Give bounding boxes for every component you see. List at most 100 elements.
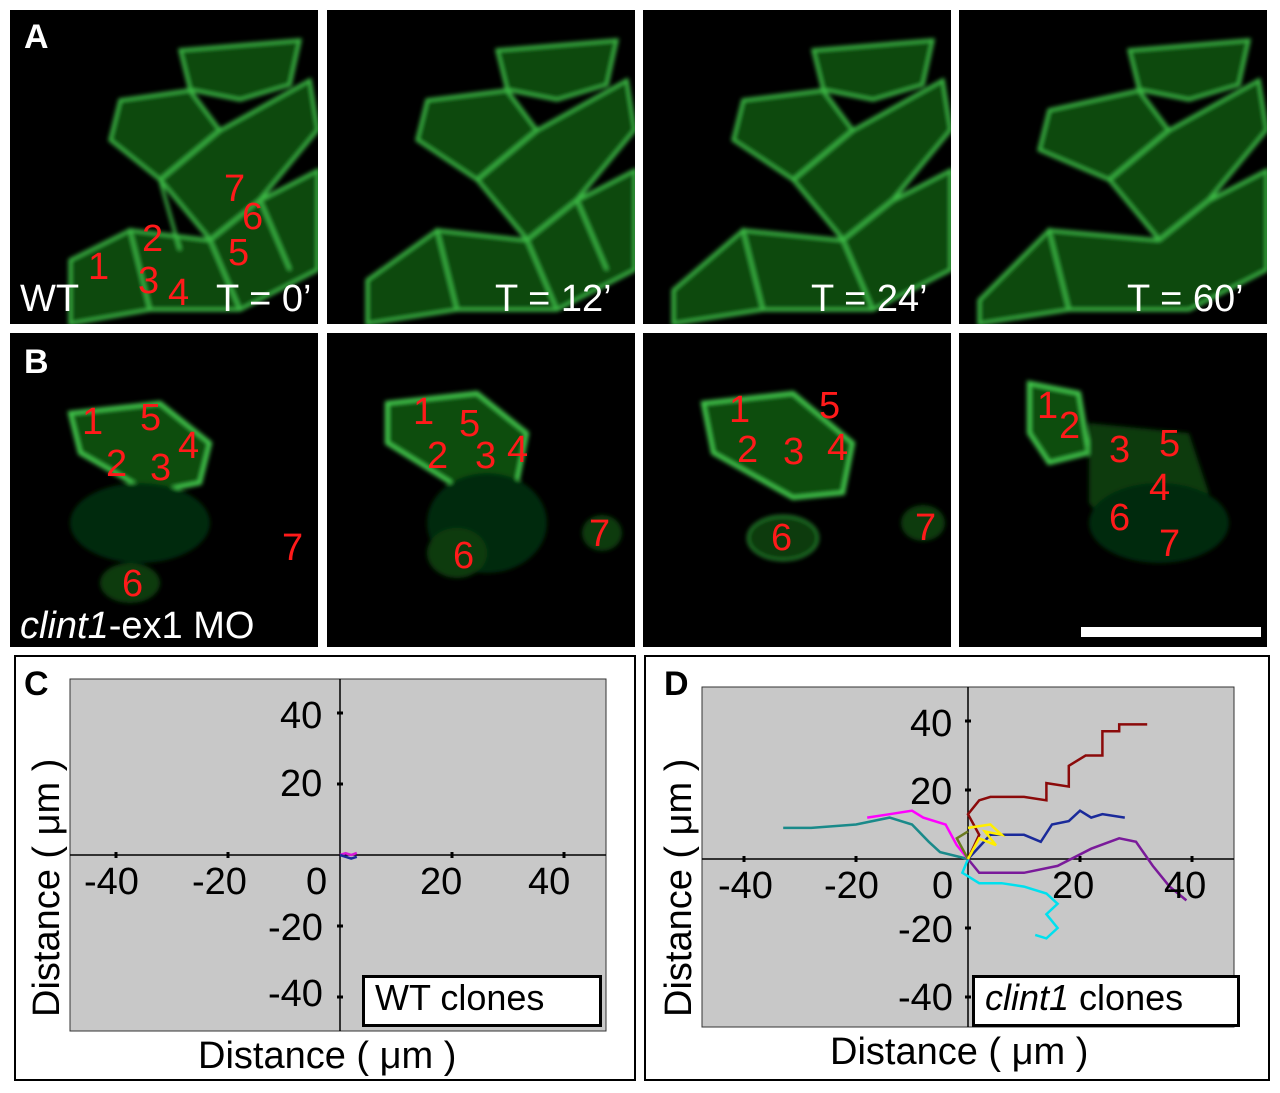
y-tick-neg20: -20 [268,907,323,949]
cell-label-7: 7 [224,168,246,210]
y-tick-40: 40 [280,695,323,737]
trajectory-series-5 [783,816,969,861]
cell-label-2: 2 [737,429,759,471]
tissue-image [67,400,213,603]
cell-label-5: 5 [228,232,250,274]
x-tick-neg20: -20 [192,861,247,903]
cell-label-6: 6 [122,563,144,605]
cell-label-6: 6 [242,196,264,238]
time-label-0: T = 0’ [216,278,312,320]
trajectory-series-2 [339,853,358,860]
trajectory-series-6 [867,809,969,860]
cell-label-4: 4 [178,425,200,467]
micrograph-a-t24: T = 24’ [643,10,951,324]
legend-suffix: clones [1069,977,1184,1018]
cell-label-1: 1 [1037,385,1059,427]
cell-label-4: 4 [827,427,849,469]
micrograph-a-t0: A WT T = 0’ 1 2 3 4 5 6 7 [10,10,318,324]
time-label-24: T = 24’ [811,278,928,320]
tissue-image [385,390,622,578]
trajectory-plot-clint1 [701,686,1235,1028]
tissue-image [671,38,951,324]
panel-letter-a: A [24,18,49,56]
tissue-image [68,38,318,324]
time-label-60: T = 60’ [1127,278,1244,320]
x-tick-0: 0 [306,861,328,903]
cell-label-1: 1 [729,389,751,431]
cell-label-5: 5 [140,397,162,439]
trajectory-series-3 [967,837,1188,902]
x-tick-neg40: -40 [718,865,773,907]
cell-label-4: 4 [168,272,190,314]
cell-label-1: 1 [88,246,110,288]
cell-label-3: 3 [138,260,160,302]
cell-label-5: 5 [819,385,841,427]
condition-label-clint1: clint1-ex1 MO [20,605,254,647]
panel-letter-c: C [24,665,49,703]
trajectory-series-1 [339,851,358,857]
trajectory-series-4 [960,858,1060,940]
cell-label-3: 3 [475,435,497,477]
trajectory-series-8 [966,823,1006,860]
panel-letter-d: D [664,665,689,703]
cell-label-3: 3 [1109,429,1131,471]
x-axis-label: Distance ( μm ) [830,1031,1089,1073]
y-tick-20: 20 [280,763,323,805]
x-tick-neg20: -20 [824,865,879,907]
tissue-image [1027,380,1229,563]
cell-label-3: 3 [783,431,805,473]
trajectory-series-1 [966,723,1148,860]
tissue-image [977,38,1267,324]
cell-label-2: 2 [106,443,128,485]
y-tick-40: 40 [910,703,953,745]
cell-label-4: 4 [1149,467,1171,509]
condition-gene-name: clint1 [20,605,109,647]
legend-wt-clones: WT clones [362,975,602,1027]
cell-label-6: 6 [1109,497,1131,539]
x-axis-label: Distance ( μm ) [198,1035,457,1077]
x-tick-20: 20 [420,861,463,903]
legend-gene-name: clint1 [985,977,1070,1018]
cell-label-2: 2 [142,218,164,260]
cell-label-7: 7 [915,507,937,549]
cell-label-1: 1 [413,391,435,433]
trajectory-series-7 [955,830,970,860]
plot-panel-c: C 40 20 -20 -40 -40 -20 0 20 40 WT clone… [14,655,636,1081]
y-tick-neg20: -20 [898,909,953,951]
trajectory-plot-wt [69,678,607,1032]
micrograph-b-t60: 1 2 3 4 5 6 7 [959,333,1267,647]
panel-letter-b: B [24,343,49,381]
y-tick-neg40: -40 [898,977,953,1019]
trajectory-series-2 [967,809,1125,860]
x-tick-40: 40 [528,861,571,903]
cell-label-5: 5 [1159,423,1181,465]
y-axis-label: Distance ( μm ) [658,758,700,1017]
scale-bar [1081,627,1261,637]
condition-suffix: -ex1 MO [108,605,255,647]
x-tick-40: 40 [1164,865,1207,907]
y-tick-neg40: -40 [268,973,323,1015]
y-axis-label: Distance ( μm ) [26,758,68,1017]
cell-label-2: 2 [1059,405,1081,447]
cell-label-2: 2 [427,435,449,477]
cell-label-4: 4 [507,429,529,471]
time-label-12: T = 12’ [495,278,612,320]
micrograph-a-t60: T = 60’ [959,10,1267,324]
cell-label-1: 1 [82,401,104,443]
cell-label-7: 7 [1159,523,1181,565]
micrograph-b-t24: 1 2 3 4 5 6 7 [643,333,951,647]
cell-label-3: 3 [150,447,172,489]
cell-label-7: 7 [589,513,611,555]
cell-label-6: 6 [771,517,793,559]
micrograph-b-t12: 1 2 3 4 5 6 7 [327,333,635,647]
legend-clint1-clones: clint1 clones [972,975,1240,1027]
x-tick-neg40: -40 [84,861,139,903]
cell-label-6: 6 [453,535,475,577]
y-tick-20: 20 [910,771,953,813]
cell-label-7: 7 [282,527,304,569]
cell-label-5: 5 [459,403,481,445]
micrograph-b-t0: B clint1-ex1 MO 1 2 3 4 5 6 7 [10,333,318,647]
x-tick-20: 20 [1052,865,1095,907]
condition-label-wt: WT [20,278,80,320]
plot-panel-d: D 40 20 -20 -40 -40 -20 0 20 40 clint1 c… [644,655,1270,1081]
